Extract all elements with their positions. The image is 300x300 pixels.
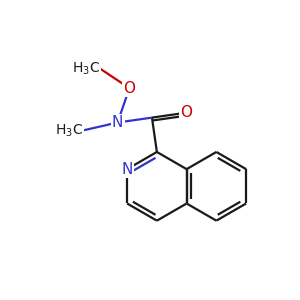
Text: N: N xyxy=(122,162,133,177)
Text: O: O xyxy=(180,105,192,120)
Text: N: N xyxy=(112,115,123,130)
Text: H$_3$C: H$_3$C xyxy=(72,60,100,77)
Text: O: O xyxy=(123,81,135,96)
Text: H$_3$C: H$_3$C xyxy=(55,122,83,139)
